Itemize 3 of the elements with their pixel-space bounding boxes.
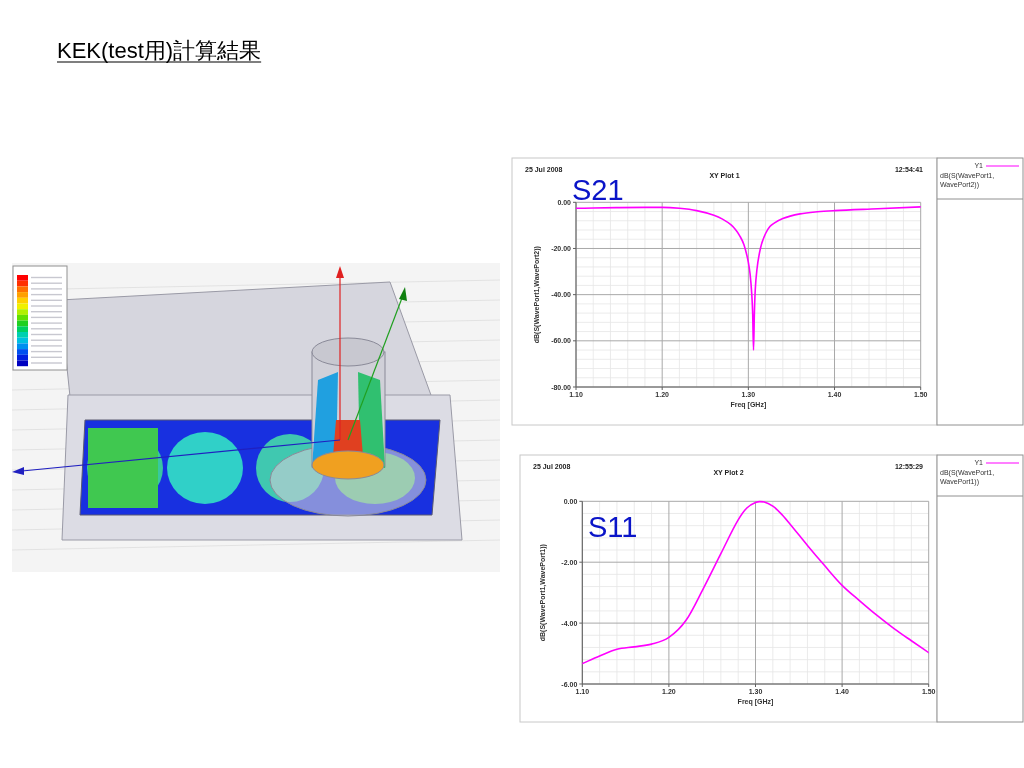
- text: KEK(test用)計算結果: [57, 38, 262, 63]
- annotation: S11: [588, 511, 638, 543]
- annotation: S21: [572, 174, 624, 206]
